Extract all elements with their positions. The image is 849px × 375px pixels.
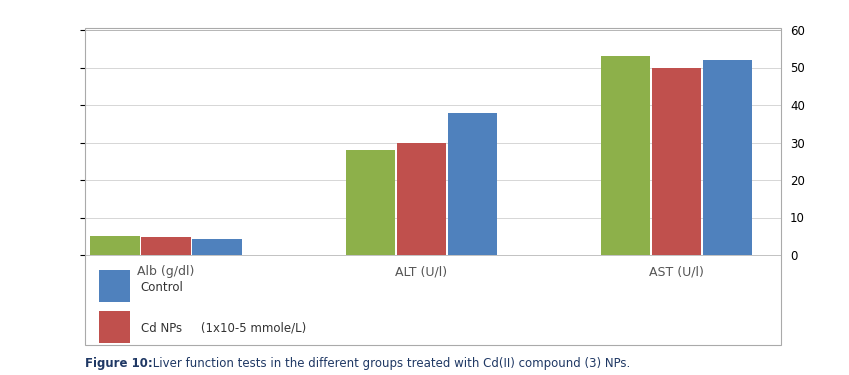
Text: Liver function tests in the different groups treated with Cd(II) compound (3) NP: Liver function tests in the different gr… — [149, 357, 630, 370]
Bar — [142, 237, 191, 255]
Text: Cd NPs     (1x10-5 mmole/L): Cd NPs (1x10-5 mmole/L) — [141, 322, 306, 335]
Bar — [193, 239, 242, 255]
FancyBboxPatch shape — [98, 311, 130, 343]
Bar — [652, 68, 701, 255]
Bar — [90, 236, 140, 255]
Bar — [601, 56, 650, 255]
Text: Control: Control — [141, 280, 183, 294]
Bar — [447, 112, 498, 255]
FancyBboxPatch shape — [98, 270, 130, 302]
Bar — [346, 150, 395, 255]
Bar — [396, 142, 446, 255]
Text: Figure 10:: Figure 10: — [85, 357, 153, 370]
Bar — [703, 60, 752, 255]
